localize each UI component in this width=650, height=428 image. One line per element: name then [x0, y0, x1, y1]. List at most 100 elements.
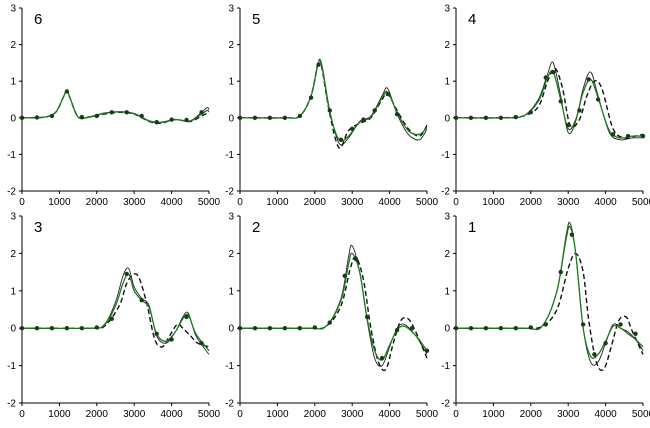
data-marker	[94, 325, 100, 330]
data-marker	[34, 326, 40, 331]
series-line-green	[239, 59, 428, 142]
data-marker	[468, 326, 474, 331]
data-marker	[237, 326, 243, 331]
data-marker	[64, 326, 70, 331]
data-marker	[483, 115, 489, 121]
y-tick-label: 3	[10, 4, 16, 15]
data-marker	[199, 340, 204, 346]
y-tick-label: 1	[228, 286, 234, 297]
y-tick-label: 2	[444, 40, 450, 51]
y-tick-label: 1	[444, 77, 450, 88]
data-marker	[453, 326, 459, 331]
data-marker	[64, 89, 70, 94]
x-tick-label: 0	[19, 197, 25, 208]
y-tick-label: 3	[444, 4, 450, 15]
data-marker	[543, 75, 548, 80]
x-tick-label: 4000	[594, 409, 617, 420]
data-marker	[603, 340, 608, 346]
data-marker	[379, 355, 385, 361]
y-tick-label: -2	[7, 399, 16, 410]
data-marker	[169, 337, 174, 342]
series-line-dashed-black	[455, 67, 644, 139]
data-marker	[124, 271, 129, 277]
data-marker	[342, 273, 347, 279]
data-marker	[169, 117, 174, 122]
data-marker	[625, 133, 631, 139]
x-tick-label: 4000	[594, 197, 617, 208]
data-marker	[252, 326, 258, 331]
data-marker	[468, 115, 474, 121]
data-marker	[353, 256, 359, 262]
x-tick-label: 5000	[416, 197, 439, 208]
data-marker	[513, 326, 519, 331]
data-marker	[124, 110, 129, 115]
data-marker	[453, 115, 459, 121]
data-marker	[577, 108, 582, 113]
data-marker	[297, 326, 303, 331]
x-tick-label: 2000	[520, 409, 543, 420]
series-line-thin-black	[21, 267, 210, 355]
data-marker	[19, 326, 25, 331]
data-marker	[338, 137, 344, 142]
data-marker	[267, 326, 273, 331]
y-tick-label: 2	[10, 249, 16, 260]
y-tick-label: -1	[7, 150, 16, 161]
x-tick-label: 3000	[557, 409, 580, 420]
x-tick-label: 1000	[48, 197, 71, 208]
x-tick-label: 5000	[198, 197, 221, 208]
data-marker	[327, 108, 332, 113]
data-marker	[618, 322, 623, 327]
x-tick-label: 3000	[341, 409, 364, 420]
panel-label: 6	[34, 11, 42, 28]
y-tick-label: 3	[444, 212, 450, 223]
series-line-thin-black	[21, 89, 210, 123]
x-tick-label: 5000	[198, 409, 221, 420]
data-marker	[316, 62, 321, 67]
data-marker	[19, 115, 25, 121]
x-tick-label: 4000	[160, 197, 183, 208]
data-marker	[483, 326, 489, 331]
series-line-dashed-black	[21, 90, 210, 125]
series-line-thin-black	[455, 225, 644, 366]
series-line-green	[239, 252, 428, 361]
y-tick-label: -2	[225, 187, 234, 198]
x-tick-label: 1000	[482, 197, 505, 208]
y-tick-label: 2	[444, 249, 450, 260]
x-tick-label: 2000	[304, 409, 327, 420]
y-tick-label: -2	[441, 399, 450, 410]
data-marker	[633, 331, 638, 337]
data-marker	[513, 114, 519, 120]
data-marker	[34, 115, 40, 120]
panel-label: 3	[34, 219, 42, 236]
data-marker	[350, 126, 355, 131]
y-tick-label: 3	[228, 4, 234, 15]
x-tick-label: 2000	[86, 409, 109, 420]
data-marker	[498, 115, 504, 121]
data-marker	[94, 113, 100, 119]
series-line-dashed-black	[21, 273, 210, 348]
x-tick-label: 4000	[378, 409, 401, 420]
y-tick-label: 0	[228, 324, 234, 335]
data-marker	[308, 95, 314, 100]
y-tick-label: 0	[444, 324, 450, 335]
y-tick-label: 1	[444, 286, 450, 297]
y-tick-label: 0	[444, 113, 450, 124]
panel-label: 4	[468, 11, 476, 28]
x-tick-label: 0	[453, 409, 459, 420]
x-tick-label: 0	[19, 409, 25, 420]
data-marker	[199, 110, 204, 115]
data-marker	[409, 326, 415, 331]
data-marker	[184, 314, 189, 320]
series-line-green	[455, 221, 644, 359]
y-tick-label: 0	[10, 324, 16, 335]
x-tick-label: 2000	[520, 197, 543, 208]
series-line-dashed-black	[239, 256, 428, 372]
x-tick-label: 5000	[416, 409, 439, 420]
data-marker	[543, 322, 548, 327]
y-tick-label: 0	[228, 113, 234, 124]
data-marker	[282, 115, 288, 121]
data-marker	[595, 97, 601, 102]
